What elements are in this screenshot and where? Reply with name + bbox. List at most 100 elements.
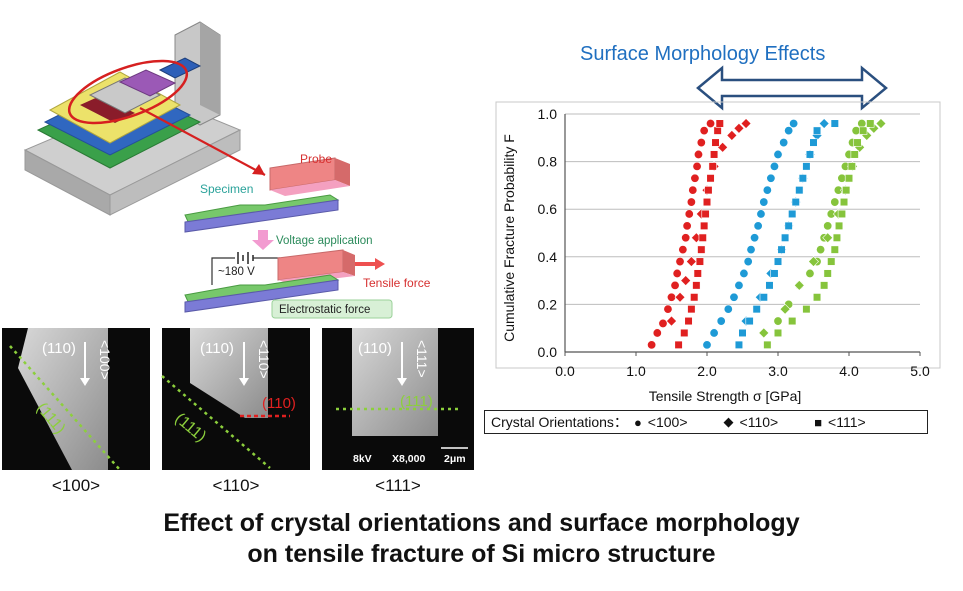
data-point-circle	[706, 119, 716, 129]
data-point-diamond	[733, 122, 745, 134]
data-point-circle	[690, 173, 700, 183]
chart-frame	[495, 101, 941, 369]
y-tick-label: 1.0	[538, 106, 558, 122]
legend-label-100: <100>	[647, 414, 688, 430]
chart-marks	[647, 118, 887, 350]
data-point-square	[830, 245, 839, 254]
data-point-circle	[766, 173, 776, 183]
voltage-value: ~180 V	[218, 266, 255, 278]
data-point-square	[834, 221, 844, 230]
data-point-square	[839, 197, 849, 207]
data-point-diamond	[726, 129, 738, 141]
data-point-circle	[696, 138, 706, 148]
data-point-circle	[734, 280, 744, 290]
fracture-probability-chart: Surface Morphology Effects 0.0 0.2 0.4 0.6 0…	[480, 0, 963, 410]
figure-title: Effect of crystal orientations and surfa…	[0, 508, 963, 570]
data-point-square	[715, 119, 724, 128]
data-point-square	[738, 328, 747, 338]
data-point-square	[850, 150, 859, 159]
data-point-square	[832, 233, 842, 242]
data-point-square	[777, 245, 786, 254]
data-point-circle	[756, 209, 766, 219]
legend-label-111: <111>	[828, 414, 866, 430]
data-point-circle	[723, 304, 733, 314]
y-axis-label: Cumulative Fracture Probability F	[501, 134, 517, 342]
data-point-diamond	[779, 303, 791, 315]
data-point-diamond	[808, 256, 819, 267]
data-point-circle	[779, 138, 789, 148]
sem3-magnification: X8,000	[392, 453, 425, 465]
x-tick-label: 3.0	[768, 363, 788, 379]
legend-square-icon: ■	[814, 414, 823, 430]
data-point-square	[837, 209, 847, 219]
x-tick-label: 2.0	[697, 363, 717, 379]
data-point-square	[698, 233, 707, 242]
data-point-square	[687, 305, 696, 314]
data-point-square	[765, 281, 774, 290]
data-point-square	[827, 257, 836, 266]
data-point-circle	[678, 245, 688, 255]
data-point-square	[809, 138, 818, 147]
data-point-circle	[652, 328, 662, 338]
y-tick-label: 0.2	[538, 296, 558, 312]
data-point-square	[763, 340, 772, 349]
x-tick-label: 4.0	[839, 363, 859, 379]
data-point-circle	[762, 185, 772, 195]
data-point-circle	[702, 340, 712, 350]
data-point-circle	[759, 197, 769, 207]
data-point-diamond	[685, 256, 697, 267]
data-point-square	[700, 221, 709, 230]
sem-images-drawing: (110) <100> (111) (110) <110> (110) (111…	[2, 328, 474, 471]
data-point-circle	[681, 233, 691, 243]
data-point-square	[823, 269, 832, 278]
data-point-square	[773, 257, 783, 266]
data-point-square	[802, 305, 811, 314]
chart-legend: Crystal Orientations： ● <100> ◆ <110> ■ …	[484, 410, 928, 434]
data-point-circle	[805, 268, 815, 278]
data-point-circle	[709, 328, 719, 338]
data-point-square	[692, 281, 701, 290]
data-point-diamond	[680, 275, 692, 287]
data-point-square	[798, 174, 807, 183]
data-point-circle	[658, 318, 668, 328]
data-point-circle	[773, 149, 783, 159]
data-point-circle	[716, 316, 726, 326]
data-point-square	[695, 257, 705, 266]
data-point-square	[713, 126, 722, 135]
data-point-circle	[729, 292, 739, 302]
data-point-circle	[784, 126, 794, 136]
data-point-circle	[699, 126, 709, 136]
data-point-circle	[647, 340, 657, 350]
x-tick-label: 1.0	[626, 363, 646, 379]
data-point-circle	[746, 245, 756, 255]
sem3-caption: <111>	[375, 476, 421, 495]
x-tick-label: 0.0	[555, 363, 575, 379]
data-point-square	[680, 328, 689, 338]
data-point-square	[690, 293, 699, 302]
data-point-circle	[857, 119, 867, 129]
specimen-label: Specimen	[200, 182, 253, 196]
electrostatic-label: Electrostatic force	[279, 304, 370, 316]
legend-diamond-icon: ◆	[723, 414, 734, 429]
data-point-circle	[693, 149, 703, 159]
probe-label: Probe	[300, 152, 332, 166]
sem-images-panel: (110) <100> (111) (110) <110> (110) (111…	[0, 328, 480, 503]
sem3-scale-bar: 2μm	[444, 453, 466, 465]
data-point-square	[711, 138, 720, 147]
data-point-square	[859, 126, 868, 135]
sem2-direction: <110>	[256, 340, 272, 379]
sem3-voltage: 8kV	[353, 453, 372, 465]
data-point-circle	[823, 221, 833, 231]
voltage-label: Voltage application	[276, 235, 373, 247]
data-point-square	[853, 138, 862, 147]
data-point-square	[697, 245, 706, 254]
data-point-circle	[663, 304, 673, 314]
y-tick-label: 0.0	[538, 344, 558, 360]
data-point-diamond	[666, 315, 677, 327]
sem2-caption: <110>	[212, 476, 260, 495]
data-point-square	[820, 281, 829, 290]
legend-circle-icon: ●	[633, 414, 642, 430]
data-point-diamond	[674, 291, 686, 303]
data-point-square	[812, 293, 822, 302]
data-point-circle	[773, 316, 783, 326]
